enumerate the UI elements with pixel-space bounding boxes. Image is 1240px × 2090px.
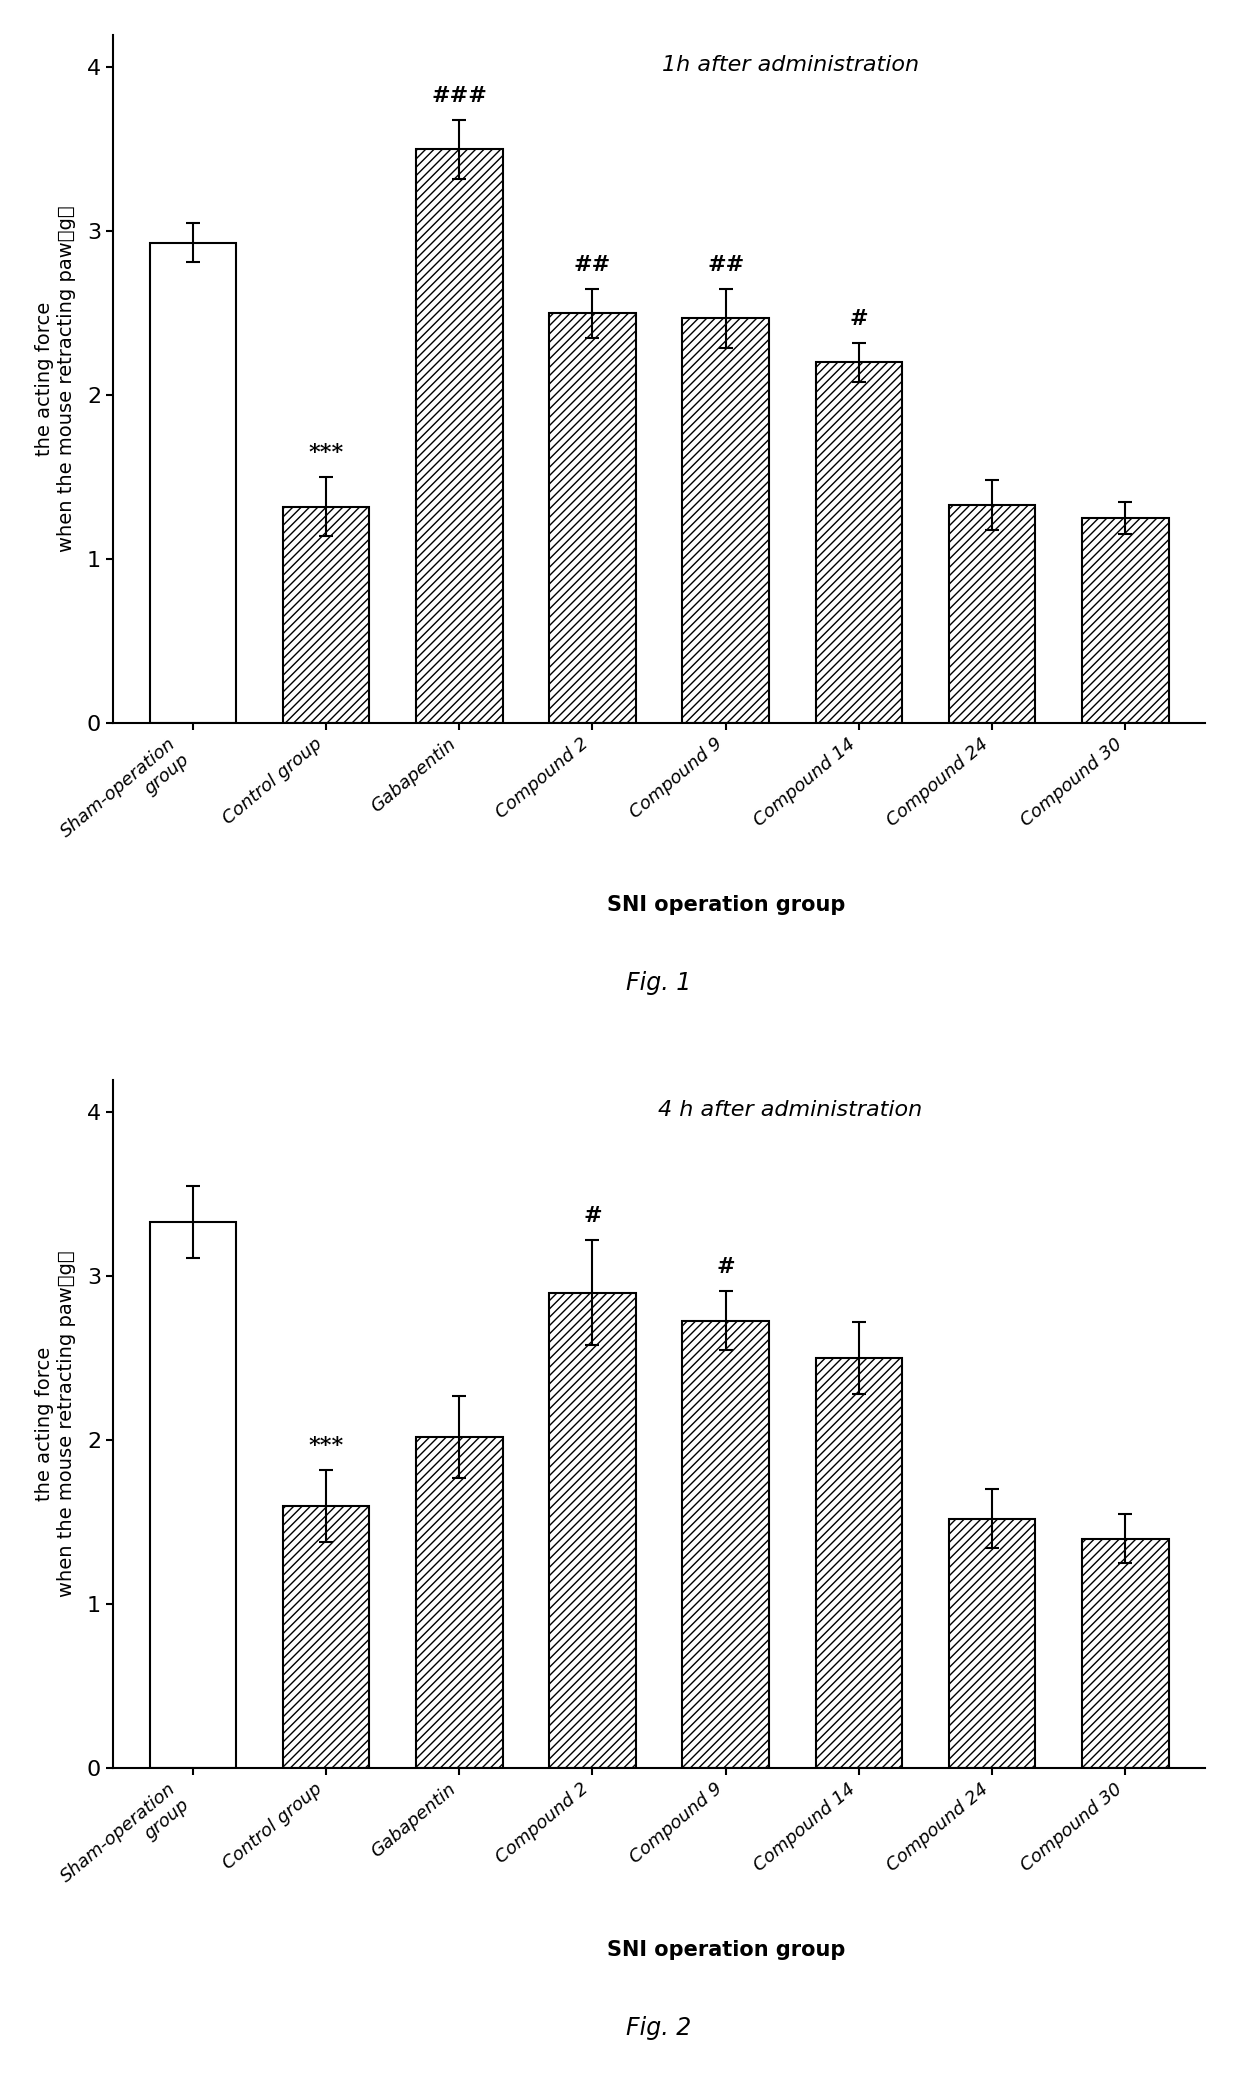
Text: ##: ## <box>707 253 744 276</box>
Bar <box>682 1321 769 1768</box>
Bar <box>816 362 903 723</box>
Text: #: # <box>583 1206 601 1227</box>
Text: ***: *** <box>309 1434 343 1457</box>
Bar <box>415 148 502 723</box>
Bar <box>549 1294 636 1768</box>
Bar <box>150 1223 236 1768</box>
Bar <box>949 1519 1035 1768</box>
Text: Fig. 1: Fig. 1 <box>626 970 692 995</box>
Text: SNI operation group: SNI operation group <box>606 1940 844 1960</box>
Y-axis label: the acting force
when the mouse retracting paw（g）: the acting force when the mouse retracti… <box>35 1250 76 1597</box>
Text: Fig. 2: Fig. 2 <box>626 2015 692 2040</box>
Text: SNI operation group: SNI operation group <box>606 895 844 915</box>
Text: ***: *** <box>309 443 343 464</box>
Text: ###: ### <box>432 86 487 107</box>
Bar <box>150 242 236 723</box>
Text: #: # <box>849 307 868 330</box>
Y-axis label: the acting force
when the mouse retracting paw（g）: the acting force when the mouse retracti… <box>35 205 76 552</box>
Bar <box>283 1505 370 1768</box>
Bar <box>549 314 636 723</box>
Bar <box>682 318 769 723</box>
Text: 4 h after administration: 4 h after administration <box>658 1099 923 1120</box>
Text: #: # <box>717 1256 735 1277</box>
Bar <box>1083 1538 1168 1768</box>
Bar <box>949 506 1035 723</box>
Text: 1h after administration: 1h after administration <box>662 54 919 75</box>
Bar <box>816 1358 903 1768</box>
Bar <box>415 1438 502 1768</box>
Text: ##: ## <box>574 253 611 276</box>
Bar <box>283 506 370 723</box>
Bar <box>1083 518 1168 723</box>
